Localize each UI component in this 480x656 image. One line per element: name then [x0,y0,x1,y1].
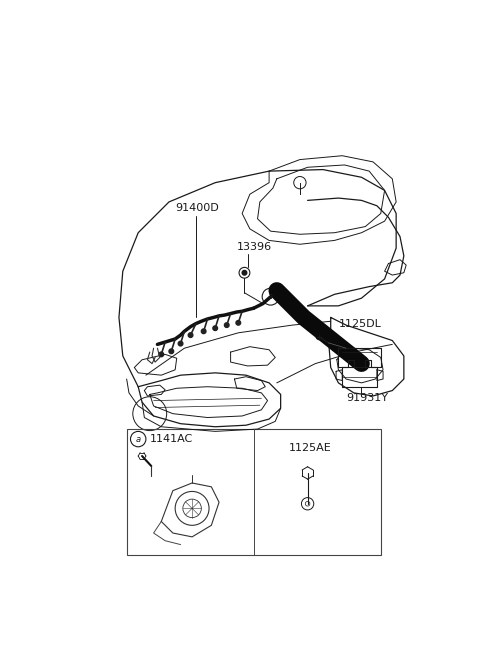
Text: a: a [136,434,141,443]
Circle shape [159,352,164,357]
Text: 91931Y: 91931Y [346,393,388,403]
Text: a: a [268,292,273,301]
Bar [127,429,381,554]
Text: 1141AC: 1141AC [150,434,193,444]
Text: 1125DL: 1125DL [338,319,381,329]
Circle shape [213,326,217,331]
Circle shape [236,321,240,325]
Circle shape [225,323,229,327]
Text: 1125AE: 1125AE [288,443,331,453]
Circle shape [242,270,247,275]
Circle shape [169,349,174,354]
Circle shape [201,329,206,334]
Text: 91400D: 91400D [175,203,219,213]
Circle shape [188,333,193,337]
Text: 13396: 13396 [237,241,272,252]
Circle shape [178,341,183,346]
